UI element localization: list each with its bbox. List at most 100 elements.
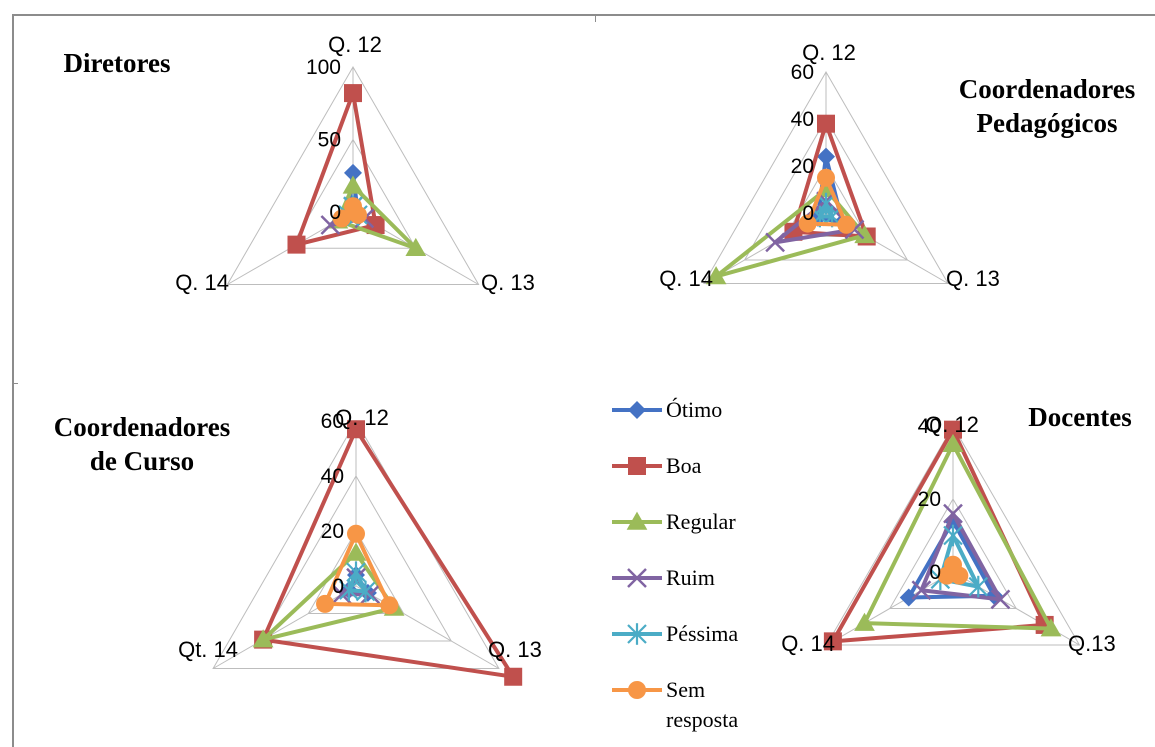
data-point-boa	[944, 420, 962, 439]
legend-label: Ruim	[666, 565, 715, 590]
data-point-boa	[817, 114, 835, 133]
data-point-pessima	[968, 575, 989, 598]
axis-label: Q. 13	[488, 637, 542, 662]
tick-label: 0	[332, 575, 344, 598]
legend-marker	[627, 568, 647, 588]
legend-item-ruim: Ruim	[612, 565, 715, 590]
data-point-ruim	[765, 232, 786, 253]
radar-gridline	[784, 164, 868, 237]
tick-label: 40	[918, 415, 941, 438]
chart-title: Coordenadores	[959, 74, 1136, 104]
legend-label: Péssima	[666, 621, 738, 646]
series-line-boa	[294, 91, 378, 247]
axis-label: Q. 14	[781, 631, 835, 656]
data-point-otimo	[344, 163, 362, 182]
data-point-sem-resposta	[937, 566, 956, 585]
axis-label: Q. 12	[802, 40, 856, 65]
series-line-boa	[830, 427, 1047, 644]
legend-item-sem-resposta: Sem resposta	[612, 677, 738, 732]
data-point-pessima	[943, 524, 963, 547]
series-line-sem-resposta	[805, 175, 849, 227]
data-point-ruim	[911, 580, 932, 601]
data-point-sem-resposta	[347, 524, 365, 543]
chart-title: Pedagógicos	[977, 108, 1118, 138]
data-point-ruim	[943, 503, 963, 524]
data-point-pessima	[355, 580, 376, 603]
data-point-regular	[705, 266, 727, 285]
data-point-sem-resposta	[380, 596, 399, 615]
data-point-sem-resposta	[798, 214, 817, 233]
legend-label: Boa	[666, 453, 702, 478]
series-line-regular	[261, 551, 397, 642]
legend-marker	[628, 401, 646, 419]
data-point-sem-resposta	[950, 566, 969, 585]
tick-label: 60	[321, 410, 344, 433]
radar-chart-coordenadores-de-curso: 0 20 40 60Q. 12 Q. 13 Qt. 14 Coordenadores de C…	[54, 405, 542, 686]
radar-gridline	[825, 424, 1081, 646]
chart-title: Diretores	[64, 48, 171, 78]
tick-label: 40	[791, 108, 814, 131]
axis-label: Qt. 14	[178, 637, 238, 662]
legend-marker	[627, 623, 647, 645]
data-point-boa	[504, 667, 523, 686]
legend-marker	[626, 511, 648, 530]
tick-label: 40	[321, 465, 344, 488]
tick-label: 20	[321, 520, 344, 543]
radar-gridline	[743, 117, 909, 261]
data-point-regular	[1040, 618, 1062, 637]
tick-label: 20	[918, 488, 941, 511]
tick-label: 50	[318, 129, 341, 152]
axis-label: Q. 13	[946, 266, 1000, 291]
radar-gridline	[703, 70, 949, 284]
data-point-boa	[287, 235, 306, 254]
axis-label: Q. 12	[328, 32, 382, 57]
frame-top-tick	[595, 14, 596, 22]
legend-item-boa: Boa	[612, 453, 702, 478]
data-point-sem-resposta	[332, 209, 351, 228]
radar-gridline	[307, 530, 405, 614]
data-point-regular	[854, 224, 876, 244]
data-point-regular	[405, 237, 427, 257]
data-point-regular	[252, 629, 274, 648]
legend-label: resposta	[666, 707, 738, 732]
radar-gridline	[289, 138, 417, 249]
radar-chart-coordenadores-pedagogicos: 0 20 40 60Q. 12 Q. 13 Q. 14 Coordenadores Pedag…	[659, 40, 1135, 291]
radar-gridline	[259, 474, 453, 642]
legend-item-otimo: Ótimo	[612, 397, 722, 422]
data-point-regular	[342, 175, 364, 194]
tick-label: 100	[306, 56, 341, 79]
data-point-regular	[942, 433, 964, 453]
axis-label: Q. 13	[481, 270, 535, 295]
series-line-regular	[714, 187, 867, 279]
series-line-pessima	[346, 570, 368, 594]
frame-left-tick	[12, 383, 18, 384]
legend-item-pessima: Péssima	[612, 621, 738, 646]
axis-label: Q. 14	[659, 266, 713, 291]
frame-left-border	[12, 14, 14, 747]
tick-label: 0	[329, 201, 341, 224]
data-point-boa	[784, 222, 803, 241]
tick-label: 0	[929, 561, 941, 584]
data-point-pessima	[346, 561, 366, 584]
data-point-pessima	[339, 579, 359, 601]
tick-label: 60	[791, 61, 814, 84]
tick-label: 0	[802, 202, 814, 225]
data-point-boa	[344, 84, 362, 103]
radar-gridline	[226, 65, 480, 285]
tick-label: 20	[791, 155, 814, 178]
axis-label: Q. 12	[925, 412, 979, 437]
chart-title: Coordenadores	[54, 412, 231, 442]
series-line-ruim	[919, 511, 1003, 602]
data-point-boa	[366, 216, 385, 235]
legend-label: Sem	[666, 677, 705, 702]
data-point-sem-resposta	[817, 168, 835, 187]
chart-title: de Curso	[90, 446, 194, 476]
radar-chart-docentes: 0 20 40Q. 12 Q.13 Q. 14 Docentes	[781, 402, 1132, 656]
frame-top-border	[12, 14, 1155, 16]
series-line-sem-resposta	[323, 531, 392, 608]
legend-item-regular: Regular	[612, 509, 736, 534]
axis-label: Q. 14	[175, 270, 229, 295]
